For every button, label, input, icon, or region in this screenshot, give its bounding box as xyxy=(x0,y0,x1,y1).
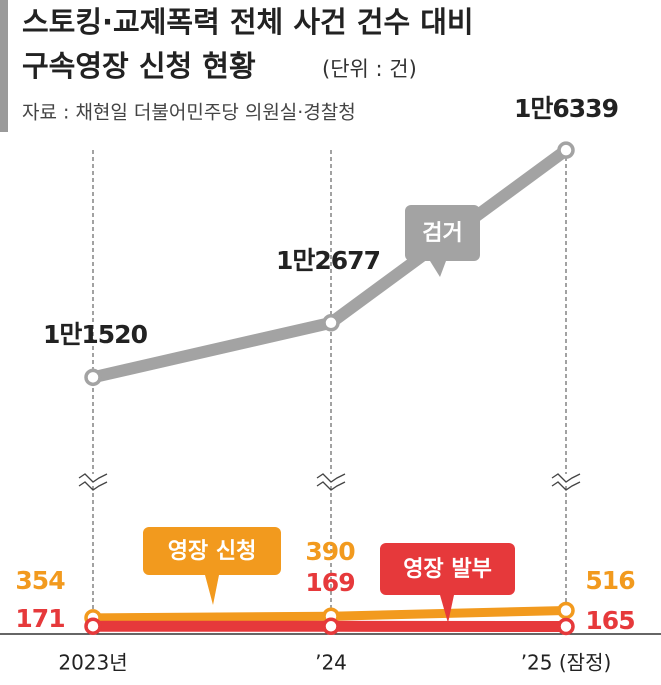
axis-break xyxy=(316,481,346,491)
axis-break-gap xyxy=(79,474,107,484)
chart-title: 구속영장 신청 현황 xyxy=(22,49,256,83)
point-marker xyxy=(322,617,340,636)
data-label: 354 xyxy=(15,566,65,595)
x-tick-label: ’24 xyxy=(315,651,347,675)
point-marker xyxy=(557,617,575,636)
point-marker xyxy=(557,141,575,159)
point-marker xyxy=(84,617,102,635)
point-marker xyxy=(557,601,575,620)
series-name: 영장 발부 xyxy=(403,557,492,582)
data-label: 169 xyxy=(305,568,354,597)
point-marker xyxy=(322,314,340,332)
point-marker xyxy=(84,368,102,387)
data-label: 1만6339 xyxy=(514,94,618,123)
data-label: 165 xyxy=(585,606,634,635)
x-tick-label: 2023년 xyxy=(58,651,127,675)
unit-label: (단위 : 건) xyxy=(322,57,417,81)
axis-break-gap xyxy=(317,474,345,484)
series-name: 영장 신청 xyxy=(168,539,257,564)
series-callout xyxy=(380,543,515,595)
series-name: 검거 xyxy=(422,221,462,246)
series-callout xyxy=(143,527,281,575)
series-callout xyxy=(405,205,480,261)
callout-tail xyxy=(430,261,446,277)
axis-break xyxy=(316,473,346,483)
chart-title: 스토킹·교제폭력 전체 사건 건수 대비 xyxy=(22,5,474,39)
data-label: 1만2677 xyxy=(276,246,380,275)
axis-break-gap xyxy=(552,474,580,484)
x-tick-label: ’25 (잠정) xyxy=(521,651,612,675)
callout-tail xyxy=(205,575,219,605)
axis-break xyxy=(78,473,108,483)
data-label: 390 xyxy=(305,537,355,566)
source: 자료 : 채현일 더불어민주당 의원실·경찰청 xyxy=(22,102,356,124)
axis-break xyxy=(551,473,581,483)
axis-break xyxy=(78,481,108,491)
callout-tail xyxy=(440,595,454,623)
data-label: 1만1520 xyxy=(43,320,148,349)
data-label: 171 xyxy=(15,604,64,633)
accent-bar xyxy=(0,0,8,132)
data-label: 516 xyxy=(585,566,635,595)
axis-break xyxy=(551,481,581,491)
